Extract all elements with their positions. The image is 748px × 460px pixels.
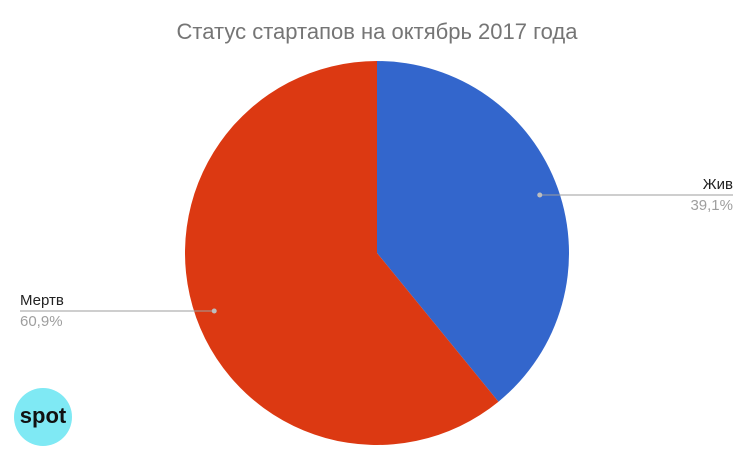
pie-slice: [185, 60, 499, 446]
leader-dot: [537, 192, 543, 198]
logo: spot: [20, 403, 67, 428]
slice-value-label: 39,1%: [690, 197, 733, 214]
pie: [185, 60, 569, 446]
slice-value-label: 60,9%: [20, 313, 63, 330]
logo-badge: [14, 388, 72, 446]
chart-title: Статус стартапов на октябрь 2017 года: [177, 19, 579, 44]
slice-label: Жив: [703, 176, 733, 193]
pie-labels: Жив 39,1% Мертв 60,9%: [20, 176, 733, 330]
leader-dot: [211, 308, 217, 314]
slice-label: Мертв: [20, 292, 64, 309]
pie-slice: [377, 61, 569, 402]
